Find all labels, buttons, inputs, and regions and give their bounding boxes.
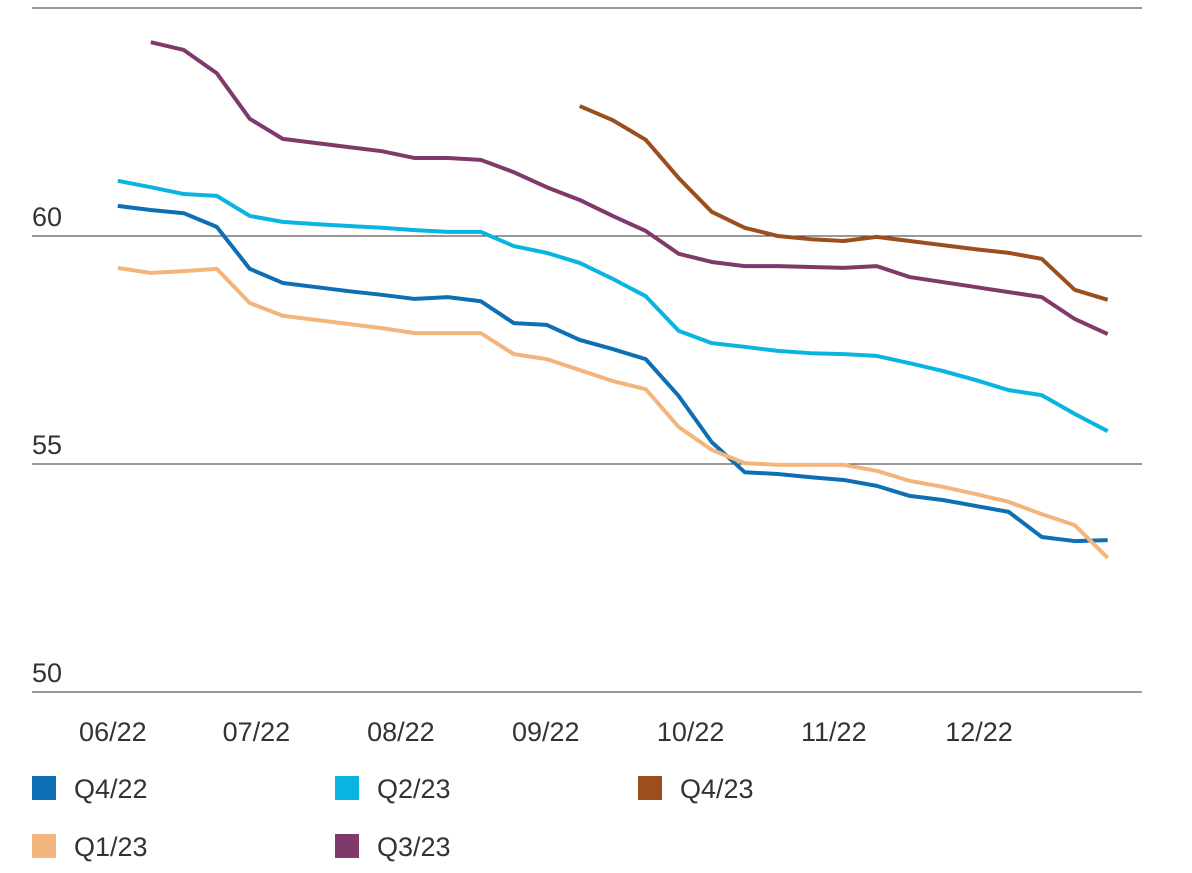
series-line — [117, 178, 1109, 433]
legend-label: Q4/23 — [680, 774, 754, 804]
x-tick-label: 07/22 — [223, 717, 291, 747]
x-tick-label: 10/22 — [657, 717, 725, 747]
y-tick-label: 55 — [32, 430, 62, 460]
legend-swatch — [32, 776, 56, 800]
x-tick-label: 09/22 — [512, 717, 580, 747]
series-line — [150, 40, 1109, 336]
legend-swatch — [335, 834, 359, 858]
x-tick-label: 12/22 — [945, 717, 1013, 747]
legend-label: Q3/23 — [377, 832, 451, 862]
y-tick-label: 60 — [32, 202, 62, 232]
x-tick-label: 08/22 — [367, 717, 435, 747]
legend-label: Q4/22 — [74, 774, 148, 804]
y-tick-label: 50 — [32, 658, 62, 688]
legend-swatch — [638, 776, 662, 800]
legend-swatch — [335, 776, 359, 800]
legend-swatch — [32, 834, 56, 858]
x-tick-label: 06/22 — [79, 717, 147, 747]
series-line — [578, 104, 1109, 302]
series-line — [117, 203, 1108, 544]
x-tick-label: 11/22 — [801, 717, 867, 747]
legend-label: Q2/23 — [377, 774, 451, 804]
series-line — [117, 265, 1110, 560]
legend-label: Q1/23 — [74, 832, 148, 862]
